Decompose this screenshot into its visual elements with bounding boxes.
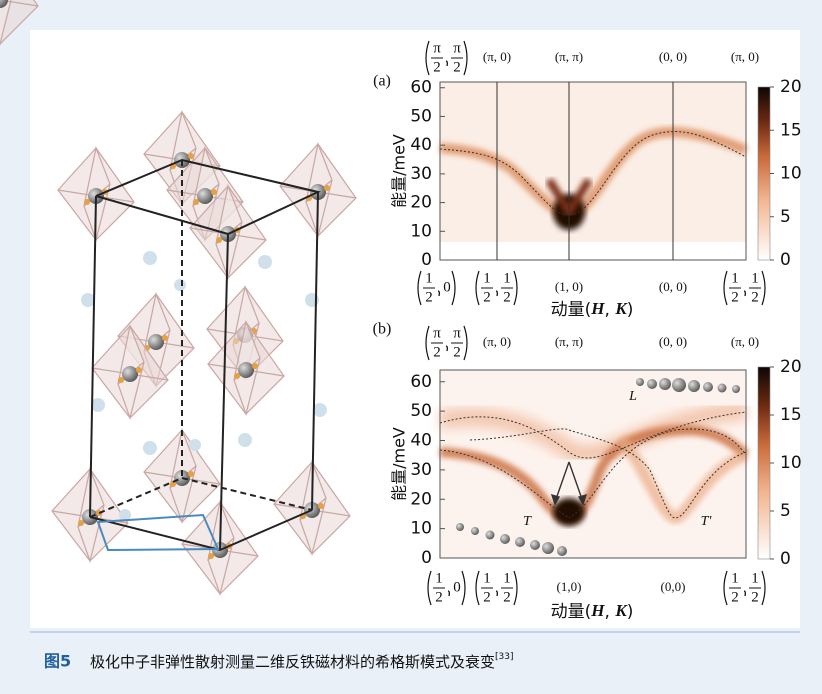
colorbar-tick-label: 5 <box>780 501 791 521</box>
panel-label: (a) <box>373 73 391 90</box>
colorbar-tick-label: 15 <box>780 120 802 140</box>
y-tick-label: 10 <box>410 221 432 241</box>
fraction-numerator: 1 <box>751 570 759 586</box>
y-tick-label: 40 <box>410 135 432 155</box>
x-axis-label-part: H <box>590 299 605 318</box>
colorbar-tick-label: 10 <box>780 453 802 473</box>
y-axis-label: 能量/meV <box>390 427 409 501</box>
momentum-label: (0, 0) <box>659 49 687 64</box>
fraction-denominator: 2 <box>483 289 491 305</box>
y-tick-label: 20 <box>410 193 432 213</box>
fraction-numerator: 1 <box>425 270 433 286</box>
y-axis-label: 能量/meV <box>390 134 409 208</box>
x-axis-label-part: 动量( <box>551 300 592 320</box>
fraction-denominator: 2 <box>731 589 739 605</box>
fraction-numerator: 1 <box>731 570 739 586</box>
momentum-label: (π, π) <box>555 49 583 64</box>
heatmap-b <box>440 370 746 558</box>
momentum-label: (π, 0) <box>731 49 759 64</box>
fraction-numerator: 1 <box>731 270 739 286</box>
fraction-denominator: 2 <box>503 589 511 605</box>
fraction-numerator: 1 <box>751 270 759 286</box>
mode-annotation: L <box>628 389 637 404</box>
fraction-numerator: 1 <box>503 570 511 586</box>
fraction-denominator: 2 <box>453 344 461 360</box>
momentum-label: (π, 0) <box>483 49 511 64</box>
fraction-denominator: 2 <box>435 589 443 605</box>
x-axis-label-part: ) <box>627 300 634 320</box>
x-axis-label-part: ) <box>627 602 634 622</box>
fraction-denominator: 2 <box>453 59 461 75</box>
colorbar-tick-label: 0 <box>780 250 791 270</box>
colorbar-tick-label: 10 <box>780 164 802 184</box>
x-axis-label-part: H <box>590 601 605 620</box>
colorbar-tick-label: 20 <box>780 357 802 377</box>
figure-number: 图5 <box>44 652 71 671</box>
figure: (a)能量/meV010203040506005101520π2π2(π, 0)… <box>0 0 822 689</box>
y-tick-label: 40 <box>410 431 432 451</box>
fraction-denominator: 2 <box>433 344 441 360</box>
mode-annotation: T' <box>701 514 713 529</box>
momentum-label: (0,0) <box>661 579 686 594</box>
colorbar-tick-label: 0 <box>780 549 791 569</box>
momentum-label: (0, 0) <box>659 334 687 349</box>
y-tick-label: 20 <box>410 489 432 509</box>
y-tick-label: 10 <box>410 519 432 539</box>
momentum-label: (π, 0) <box>483 334 511 349</box>
fraction-denominator: 2 <box>483 589 491 605</box>
momentum-label: (0, 0) <box>659 279 687 294</box>
momentum-label: (1,0) <box>557 579 582 594</box>
fraction-denominator: 2 <box>751 589 759 605</box>
y-tick-label: 60 <box>410 372 432 392</box>
fraction-numerator: 1 <box>435 570 443 586</box>
colorbar-tick-label: 5 <box>780 207 791 227</box>
y-tick-label: 50 <box>410 401 432 421</box>
fraction-denominator: 2 <box>433 59 441 75</box>
mode-annotation: T <box>523 514 532 529</box>
y-tick-label: 30 <box>410 460 432 480</box>
fraction-numerator: 1 <box>483 270 491 286</box>
fraction-denominator: 2 <box>751 289 759 305</box>
caption-body: 极化中子非弹性散射测量二维反铁磁材料的希格斯模式及衰变 <box>90 653 495 671</box>
fraction-numerator: 1 <box>483 570 491 586</box>
y-tick-label: 30 <box>410 164 432 184</box>
colorbar <box>758 87 770 260</box>
fraction-numerator: 1 <box>503 270 511 286</box>
colorbar <box>758 367 770 559</box>
momentum-label: (π, π) <box>555 334 583 349</box>
fraction-denominator: 2 <box>425 289 433 305</box>
caption-ref: [33] <box>495 652 513 662</box>
label-part: 0 <box>443 279 451 295</box>
momentum-label: (1, 0) <box>555 279 583 294</box>
colorbar-tick-label: 20 <box>780 77 802 97</box>
y-tick-label: 60 <box>410 78 432 98</box>
y-tick-label: 0 <box>421 548 432 568</box>
y-tick-label: 50 <box>410 106 432 126</box>
caption-text: 极化中子非弹性散射测量二维反铁磁材料的希格斯模式及衰变[33] <box>90 652 514 671</box>
x-axis-label: 动量(H, K) <box>551 601 634 622</box>
heatmap-a <box>440 82 746 242</box>
x-axis-label-part: 动量( <box>551 602 592 622</box>
momentum-label: (π, 0) <box>731 334 759 349</box>
colorbar-tick-label: 15 <box>780 405 802 425</box>
fraction-numerator: π <box>453 40 461 56</box>
fraction-numerator: π <box>453 325 461 341</box>
fraction-denominator: 2 <box>503 289 511 305</box>
fraction-numerator: π <box>433 40 441 56</box>
x-axis-label-part: , <box>605 602 616 622</box>
fraction-numerator: π <box>433 325 441 341</box>
y-tick-label: 0 <box>421 250 432 270</box>
panel-label: (b) <box>373 321 392 338</box>
label-part: 0 <box>453 579 461 595</box>
x-axis-label: 动量(H, K) <box>551 299 634 320</box>
fraction-denominator: 2 <box>731 289 739 305</box>
x-axis-label-part: , <box>605 300 616 320</box>
